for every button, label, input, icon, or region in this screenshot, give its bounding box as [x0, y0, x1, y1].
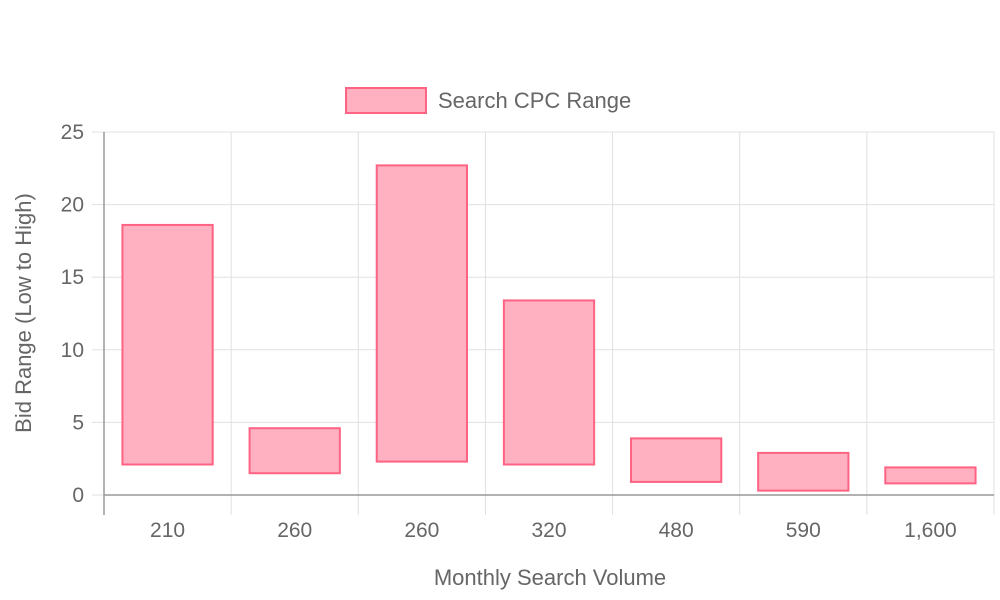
y-axis-title: Bid Range (Low to High) [11, 193, 36, 433]
legend-label: Search CPC Range [438, 88, 631, 113]
y-tick-label: 10 [61, 339, 84, 362]
y-tick-label: 15 [61, 266, 84, 289]
x-tick-label: 590 [786, 519, 821, 542]
x-tick-label: 480 [659, 519, 694, 542]
bar[interactable] [375, 164, 468, 463]
x-tick-label: 210 [150, 519, 185, 542]
bars [121, 164, 977, 492]
y-tick-label: 5 [72, 411, 84, 434]
x-tick-label: 260 [277, 519, 312, 542]
legend-swatch [345, 87, 427, 114]
x-tick-label: 320 [531, 519, 566, 542]
legend[interactable]: Search CPC Range [345, 87, 631, 114]
y-tick-label: 0 [72, 484, 84, 507]
bar[interactable] [502, 299, 596, 466]
bar[interactable] [248, 427, 341, 475]
y-tick-label: 20 [61, 194, 84, 217]
x-axis-title: Monthly Search Volume [434, 565, 666, 590]
bar[interactable] [121, 223, 214, 466]
x-tick-label: 1,600 [904, 519, 957, 542]
x-tick-label: 260 [404, 519, 439, 542]
bar[interactable] [884, 466, 977, 485]
bar[interactable] [630, 437, 723, 483]
tick-labels: 0 5 10 15 20 25 210 260 260 320 480 590 1,600 [61, 121, 957, 542]
y-tick-label: 25 [61, 121, 84, 144]
axes [92, 131, 994, 515]
bar[interactable] [757, 451, 850, 492]
